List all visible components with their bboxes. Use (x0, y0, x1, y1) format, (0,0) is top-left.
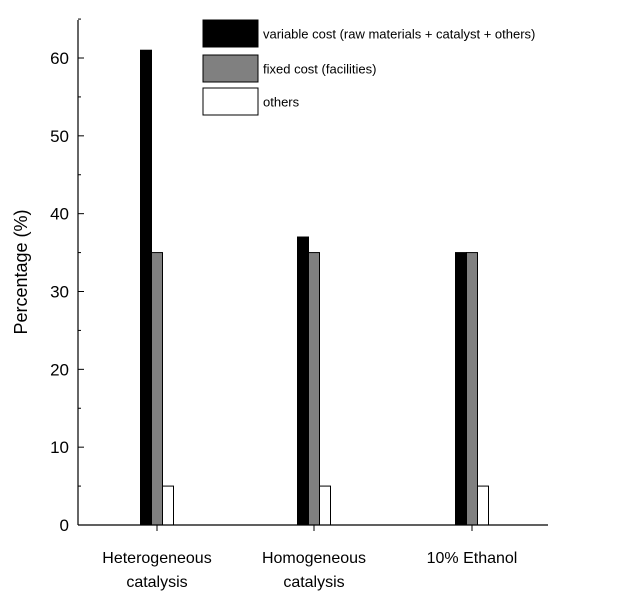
y-tick-label-1: 0 (60, 516, 69, 535)
legend-swatch-1 (203, 20, 258, 47)
legend: variable cost (raw materials + catalyst … (203, 20, 535, 115)
plot-area (141, 50, 489, 525)
y-tick-label-7: 60 (50, 49, 69, 68)
y-tick-label-2: 10 (50, 438, 69, 457)
bar-2-2 (309, 253, 320, 525)
legend-label-3: others (263, 95, 300, 110)
bar-1-3 (456, 253, 467, 525)
y-tick-label-6: 50 (50, 127, 69, 146)
y-tick-label-5: 40 (50, 205, 69, 224)
y-tick-label-3: 20 (50, 360, 69, 379)
bar-3-2 (320, 486, 331, 525)
legend-label-2: fixed cost (facilities) (263, 62, 376, 77)
bar-2-3 (467, 253, 478, 525)
bar-1-1 (141, 50, 152, 525)
legend-swatch-2 (203, 55, 258, 82)
x-tick-label-3: 10% Ethanol (427, 550, 518, 567)
bar-3-3 (478, 486, 489, 525)
legend-label-1: variable cost (raw materials + catalyst … (263, 27, 535, 42)
legend-swatch-3 (203, 88, 258, 115)
y-tick-label-4: 30 (50, 283, 69, 302)
bar-1-2 (298, 237, 309, 525)
bar-3-1 (163, 486, 174, 525)
x-tick-label-2: Homogeneous catalysis (262, 550, 366, 591)
y-axis-label: Percentage (%) (11, 209, 31, 334)
x-tick-label-1: Heterogeneous catalysis (102, 550, 211, 591)
bar-2-1 (152, 253, 163, 525)
